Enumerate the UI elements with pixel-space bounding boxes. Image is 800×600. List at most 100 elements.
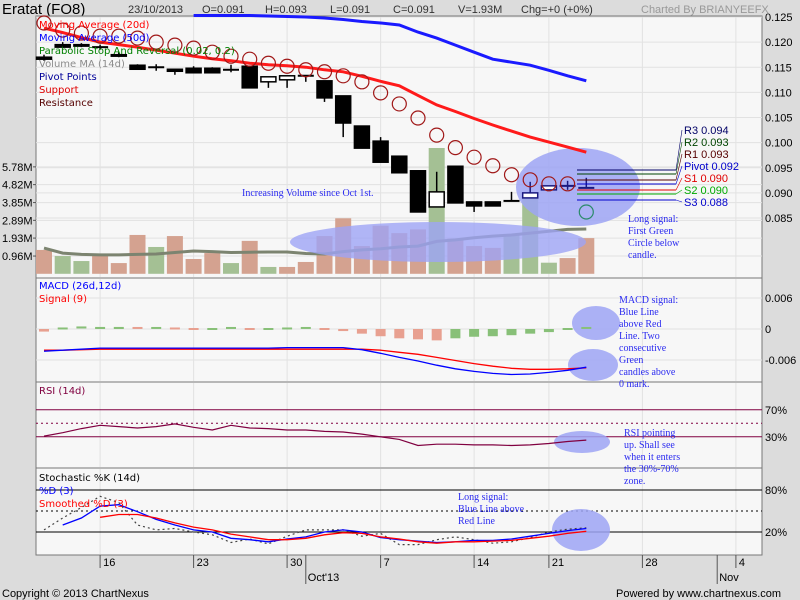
candle-body <box>129 64 146 71</box>
header-high: H=0.093 <box>265 4 307 16</box>
psar-dot <box>36 15 52 31</box>
stoch-tick-label: 20% <box>765 527 787 539</box>
price-tick-label: 0.125 <box>765 12 793 24</box>
psar-dot <box>447 140 463 156</box>
candle-body <box>484 201 502 207</box>
annotation-line: above Red <box>619 319 662 330</box>
candle-body <box>35 56 53 60</box>
volume-bar <box>297 261 314 274</box>
pivot-label-leader <box>675 177 683 191</box>
macd-histogram-bar <box>151 326 162 329</box>
price-tick-label: 0.090 <box>765 188 793 200</box>
rsi-panel <box>35 381 763 469</box>
volume-tick-label: 2.89M <box>2 215 33 227</box>
annotation-line: RSI pointing <box>624 428 675 439</box>
volume-tick-label: 1.93M <box>2 233 33 245</box>
highlight-macd-lines <box>568 349 618 381</box>
macd-tick-label: 0 <box>765 324 771 336</box>
annotation-line: MACD signal: <box>619 295 678 306</box>
annotation-line: Red Line <box>458 516 495 527</box>
candle-body <box>428 191 445 208</box>
psar-dot <box>373 85 389 101</box>
psar-dot <box>354 74 370 90</box>
psar-dot <box>522 172 538 188</box>
psar-dot <box>260 55 276 71</box>
candle-body <box>465 201 483 207</box>
legend-stoch-k: Stochastic %K (14d) <box>39 473 140 484</box>
volume-bar <box>185 259 202 274</box>
candle-body <box>260 76 277 83</box>
x-tick-label: 30 <box>290 557 302 569</box>
volume-bar <box>73 261 90 274</box>
month-label: Oct'13 <box>308 572 339 584</box>
pivot-label-leader <box>675 165 683 185</box>
stochastic-panel <box>35 467 763 556</box>
macd-histogram-bar <box>300 326 311 329</box>
price-tick-label: 0.115 <box>765 62 792 74</box>
macd-histogram-bar <box>132 326 143 329</box>
rsi-line <box>43 423 587 447</box>
axes: 16 23 30 7 14 21 28 4 Oct'13 Nov 0.125 0.120 0.115 0.… <box>2 12 796 584</box>
annotation-rsi: RSI pointing up. Shall see when it enter… <box>624 428 680 487</box>
macd-histogram-bar <box>413 329 423 340</box>
macd-histogram-bar <box>188 328 199 330</box>
header-low: L=0.091 <box>330 4 370 16</box>
volume-bar <box>260 266 277 274</box>
legend-ma20: Moving Average (20d) <box>39 20 150 31</box>
powered-by-link[interactable]: Powered by www.chartnexus.com <box>616 588 781 600</box>
macd-histogram-bar <box>169 327 180 330</box>
annotation-line: zone. <box>624 476 645 487</box>
annotation-line: Long signal: <box>458 492 508 503</box>
x-tick-label: 16 <box>103 557 115 569</box>
annotation-line: Circle below <box>628 238 680 249</box>
annotation-line: 0 mark. <box>619 379 650 390</box>
macd-histogram-bar <box>581 326 592 329</box>
volume-tick-label: 0.96M <box>2 251 33 263</box>
candle-body <box>54 43 71 48</box>
candle-body <box>278 75 296 81</box>
rsi-tick-label: 70% <box>765 405 787 417</box>
candle-body <box>185 67 202 74</box>
macd-histogram-bar <box>57 327 68 330</box>
x-tick-label: 23 <box>197 557 209 569</box>
macd-histogram-bar <box>226 326 236 329</box>
macd-histogram-bar <box>207 328 218 330</box>
psar-dot <box>111 28 127 44</box>
macd-histogram-bar <box>39 329 49 332</box>
volume-bar <box>110 263 127 274</box>
volume-bar <box>559 258 576 274</box>
legend-signal: Signal (9) <box>39 294 87 305</box>
highlight-price <box>516 148 640 226</box>
volume-bar <box>241 240 258 274</box>
highlight-volume <box>290 222 586 262</box>
candle-body <box>334 95 352 124</box>
annotation-price-long: Long signal: First Green Circle below ca… <box>628 214 680 261</box>
header-close: C=0.091 <box>393 4 435 16</box>
candle-body <box>353 125 371 149</box>
candle-body <box>521 192 539 199</box>
psar-dot <box>410 110 426 126</box>
volume-bar <box>92 255 109 274</box>
annotation-line: Long signal: <box>628 214 678 225</box>
macd-histogram-bar <box>562 328 573 330</box>
volume-bar <box>279 266 296 274</box>
psar-dot <box>73 25 90 41</box>
psar-dot <box>148 34 164 50</box>
psar-dot <box>129 30 146 46</box>
psar-dot <box>242 51 258 67</box>
macd-histogram-bar <box>113 326 124 329</box>
macd-histogram-bar <box>95 326 106 329</box>
stoch-tick-label: 80% <box>765 485 787 497</box>
psar-dot <box>391 96 407 112</box>
highlight-stochastic <box>552 509 610 551</box>
candle-body <box>409 170 427 213</box>
candle-body <box>316 80 333 99</box>
legend-stoch-d: %D (3) <box>39 486 74 497</box>
charted-by: Charted By BRIANYEEFX <box>641 4 769 16</box>
annotation-volume: Increasing Volume since Oct 1st. <box>242 188 374 199</box>
macd-line <box>43 346 587 376</box>
macd-tick-label: 0.006 <box>765 293 793 305</box>
volume-tick-label: 3.85M <box>2 198 33 210</box>
annotation-line: Green <box>619 355 643 366</box>
x-tick-label: 14 <box>477 557 489 569</box>
